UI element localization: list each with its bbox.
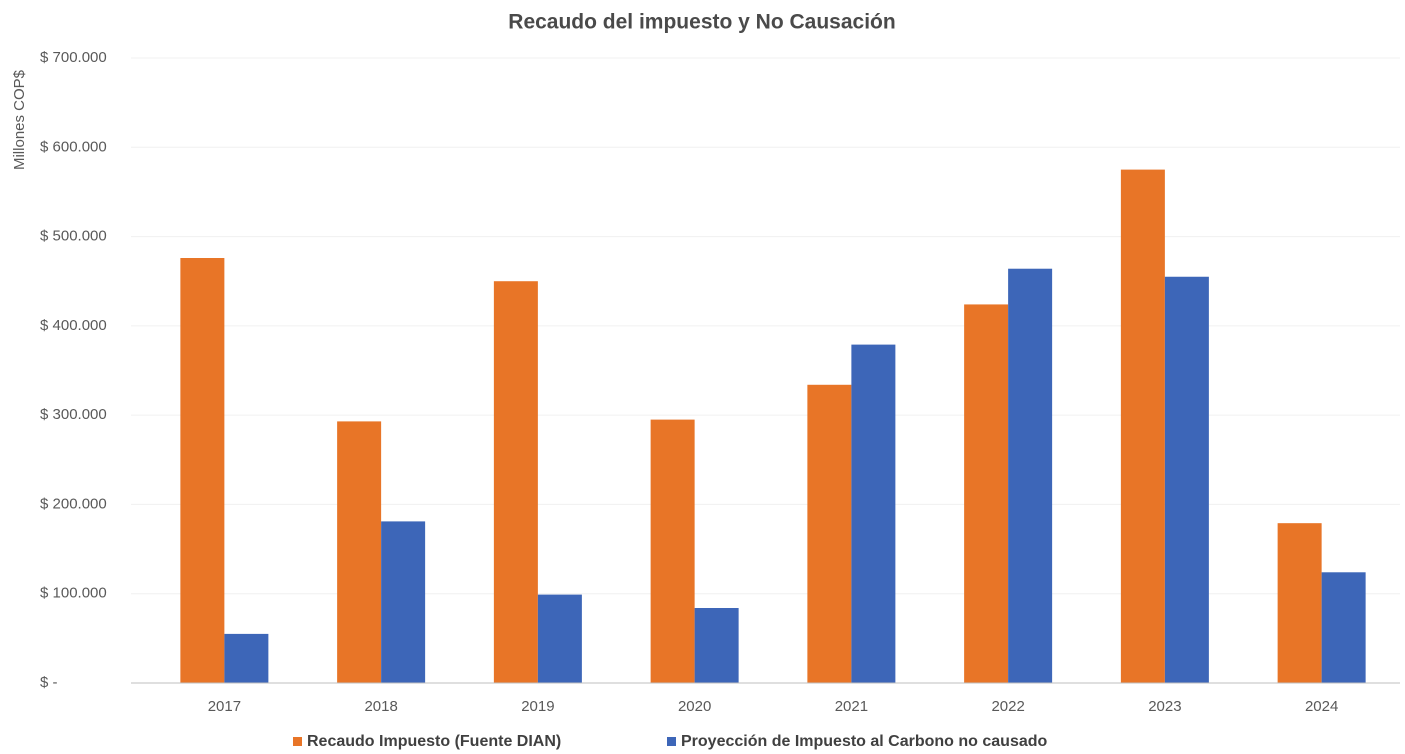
y-tick-label: $ 400.000 (40, 317, 107, 334)
bar (851, 344, 896, 683)
bar (1120, 169, 1165, 683)
bar (381, 521, 426, 683)
y-tick-label: $ 600.000 (40, 138, 107, 155)
legend-swatch (293, 737, 302, 746)
x-tick-label: 2018 (364, 698, 397, 715)
y-axis-title: Millones COP$ (11, 69, 28, 170)
chart-title: Recaudo del impuesto y No Causación (508, 11, 895, 34)
y-tick-label: $ 700.000 (40, 49, 107, 66)
x-tick-label: 2022 (991, 698, 1024, 715)
y-tick-label: $ 200.000 (40, 495, 107, 512)
bar (1321, 572, 1366, 683)
bar (650, 419, 695, 683)
bar (1164, 276, 1209, 683)
legend-label: Proyección de Impuesto al Carbono no cau… (681, 733, 1048, 750)
x-tick-label: 2021 (835, 698, 868, 715)
bar (224, 633, 269, 683)
x-tick-label: 2017 (208, 698, 241, 715)
x-tick-label: 2019 (521, 698, 554, 715)
bar (694, 608, 739, 683)
x-tick-label: 2023 (1148, 698, 1181, 715)
bar (337, 421, 382, 683)
y-tick-label: $ 100.000 (40, 585, 107, 602)
bar (964, 304, 1009, 683)
y-tick-label: $ 300.000 (40, 406, 107, 423)
y-tick-label: $ 500.000 (40, 228, 107, 245)
bar (180, 258, 225, 683)
bar (1008, 268, 1053, 683)
bar (807, 384, 852, 683)
bar (1277, 523, 1322, 683)
legend-label: Recaudo Impuesto (Fuente DIAN) (307, 733, 561, 750)
x-tick-label: 2024 (1305, 698, 1338, 715)
y-tick-label: $ - (40, 674, 58, 691)
x-tick-label: 2020 (678, 698, 711, 715)
legend-swatch (667, 737, 676, 746)
bar (493, 281, 538, 683)
bar (537, 594, 582, 683)
